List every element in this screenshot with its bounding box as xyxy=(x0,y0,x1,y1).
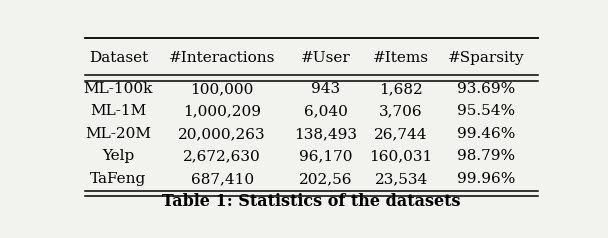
Text: ML-20M: ML-20M xyxy=(85,127,151,141)
Text: 96,170: 96,170 xyxy=(299,149,353,163)
Text: 160,031: 160,031 xyxy=(370,149,433,163)
Text: 95.54%: 95.54% xyxy=(457,104,515,119)
Text: 20,000,263: 20,000,263 xyxy=(178,127,266,141)
Text: 99.96%: 99.96% xyxy=(457,172,515,186)
Text: #Interactions: #Interactions xyxy=(169,51,275,65)
Text: 98.79%: 98.79% xyxy=(457,149,515,163)
Text: 3,706: 3,706 xyxy=(379,104,423,119)
Text: 138,493: 138,493 xyxy=(294,127,358,141)
Text: #User: #User xyxy=(301,51,351,65)
Text: Table 1: Statistics of the datasets: Table 1: Statistics of the datasets xyxy=(162,193,461,210)
Text: 99.46%: 99.46% xyxy=(457,127,515,141)
Text: 6,040: 6,040 xyxy=(304,104,348,119)
Text: #Sparsity: #Sparsity xyxy=(447,51,524,65)
Text: 23,534: 23,534 xyxy=(375,172,428,186)
Text: ML-100k: ML-100k xyxy=(84,82,153,96)
Text: TaFeng: TaFeng xyxy=(90,172,147,186)
Text: 100,000: 100,000 xyxy=(190,82,254,96)
Text: 1,000,209: 1,000,209 xyxy=(183,104,261,119)
Text: Dataset: Dataset xyxy=(89,51,148,65)
Text: ML-1M: ML-1M xyxy=(90,104,147,119)
Text: 943: 943 xyxy=(311,82,340,96)
Text: 93.69%: 93.69% xyxy=(457,82,515,96)
Text: 2,672,630: 2,672,630 xyxy=(183,149,261,163)
Text: #Items: #Items xyxy=(373,51,429,65)
Text: 1,682: 1,682 xyxy=(379,82,423,96)
Text: 687,410: 687,410 xyxy=(190,172,254,186)
Text: Yelp: Yelp xyxy=(102,149,134,163)
Text: 202,56: 202,56 xyxy=(299,172,353,186)
Text: 26,744: 26,744 xyxy=(375,127,428,141)
